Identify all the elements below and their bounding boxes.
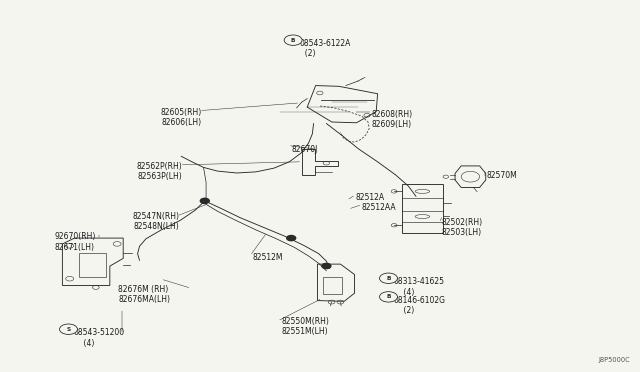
Text: B: B xyxy=(387,294,390,299)
Circle shape xyxy=(380,292,397,302)
Text: 08146-6102G
    (2): 08146-6102G (2) xyxy=(394,296,445,315)
Circle shape xyxy=(287,235,296,241)
Text: 82547N(RH)
82548N(LH): 82547N(RH) 82548N(LH) xyxy=(132,212,179,231)
Circle shape xyxy=(380,273,397,283)
Text: 82512AA: 82512AA xyxy=(362,203,396,212)
Bar xyxy=(79,253,106,277)
Text: 82605(RH)
82606(LH): 82605(RH) 82606(LH) xyxy=(161,108,202,127)
Text: 82570M: 82570M xyxy=(486,171,517,180)
Circle shape xyxy=(60,324,77,334)
Text: 82550M(RH)
82551M(LH): 82550M(RH) 82551M(LH) xyxy=(282,317,330,336)
Text: 82670J: 82670J xyxy=(291,145,317,154)
Text: 82502(RH)
82503(LH): 82502(RH) 82503(LH) xyxy=(442,218,483,237)
Circle shape xyxy=(322,263,331,269)
Text: S: S xyxy=(67,327,70,332)
Text: 82512M: 82512M xyxy=(253,253,284,262)
Text: J8P5000C: J8P5000C xyxy=(598,357,630,363)
Text: 92670(RH)
82671(LH): 92670(RH) 82671(LH) xyxy=(54,232,96,252)
Text: 08313-41625
    (4): 08313-41625 (4) xyxy=(394,277,445,296)
Text: 08543-6122A
  (2): 08543-6122A (2) xyxy=(300,39,351,58)
Bar xyxy=(402,184,444,232)
Text: 08543-51200
    (4): 08543-51200 (4) xyxy=(74,328,125,347)
Text: B: B xyxy=(291,38,295,43)
Text: 82608(RH)
82609(LH): 82608(RH) 82609(LH) xyxy=(371,110,412,129)
Circle shape xyxy=(284,35,302,45)
Text: 82562P(RH)
82563P(LH): 82562P(RH) 82563P(LH) xyxy=(137,162,182,181)
Text: B: B xyxy=(387,276,390,281)
Text: 82512A: 82512A xyxy=(355,193,385,202)
Text: 82676M (RH)
82676MA(LH): 82676M (RH) 82676MA(LH) xyxy=(118,285,170,304)
Circle shape xyxy=(200,198,209,203)
Bar xyxy=(323,277,342,294)
